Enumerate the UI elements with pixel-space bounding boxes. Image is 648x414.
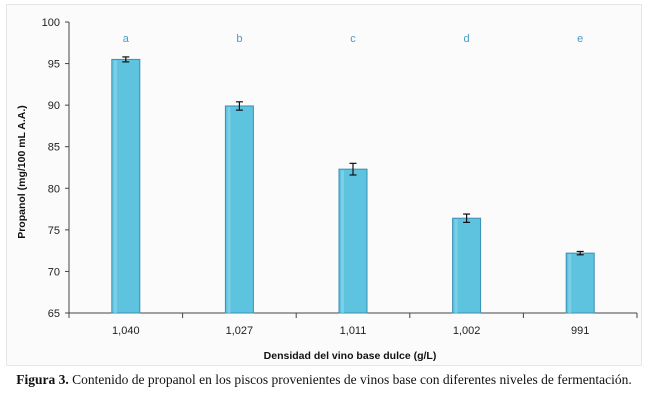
- significance-letter: b: [236, 33, 242, 45]
- x-tick-label: 991: [571, 325, 589, 337]
- y-tick-label: 65: [48, 308, 60, 320]
- y-axis-title: Propanol (mg/100 mL A.A.): [16, 105, 28, 239]
- figure-caption: Figura 3. Contenido de propanol en los p…: [10, 371, 638, 388]
- y-tick-label: 90: [48, 100, 60, 112]
- bar-highlight: [454, 219, 458, 313]
- x-tick-label: 1,027: [226, 325, 254, 337]
- y-tick-label: 75: [48, 225, 60, 237]
- bars: a b c d e: [111, 33, 595, 314]
- y-tick-label: 70: [48, 266, 60, 278]
- chart-frame: 65 70 75 80 85 90 95 100 1,040 1,027 1,011 1,002 99…: [6, 4, 642, 366]
- y-axis: 65 70 75 80 85 90 95 100: [42, 17, 70, 320]
- y-tick-label: 80: [48, 183, 60, 195]
- x-tick-label: 1,040: [112, 325, 140, 337]
- y-tick-label: 95: [48, 59, 60, 71]
- caption-text: Contenido de propanol en los piscos prov…: [68, 372, 632, 387]
- bar-highlight: [568, 254, 572, 313]
- propanol-bar-chart: 65 70 75 80 85 90 95 100 1,040 1,027 1,011 1,002 99…: [16, 17, 638, 362]
- x-axis: 1,040 1,027 1,011 1,002 991: [68, 312, 638, 337]
- significance-letter: e: [577, 33, 583, 45]
- x-axis-title: Densidad del vino base dulce (g/L): [264, 350, 437, 362]
- significance-letter: c: [350, 33, 356, 45]
- x-tick-label: 1,011: [340, 325, 367, 337]
- y-tick-label: 85: [48, 142, 60, 154]
- bar-highlight: [227, 106, 231, 313]
- significance-letter: d: [464, 33, 470, 45]
- bar-highlight: [113, 60, 117, 313]
- figure-label: Figura 3.: [16, 372, 69, 387]
- x-tick-label: 1,002: [453, 325, 481, 337]
- y-tick-label: 100: [42, 17, 60, 29]
- bar-highlight: [341, 170, 344, 313]
- significance-letter: a: [123, 33, 130, 45]
